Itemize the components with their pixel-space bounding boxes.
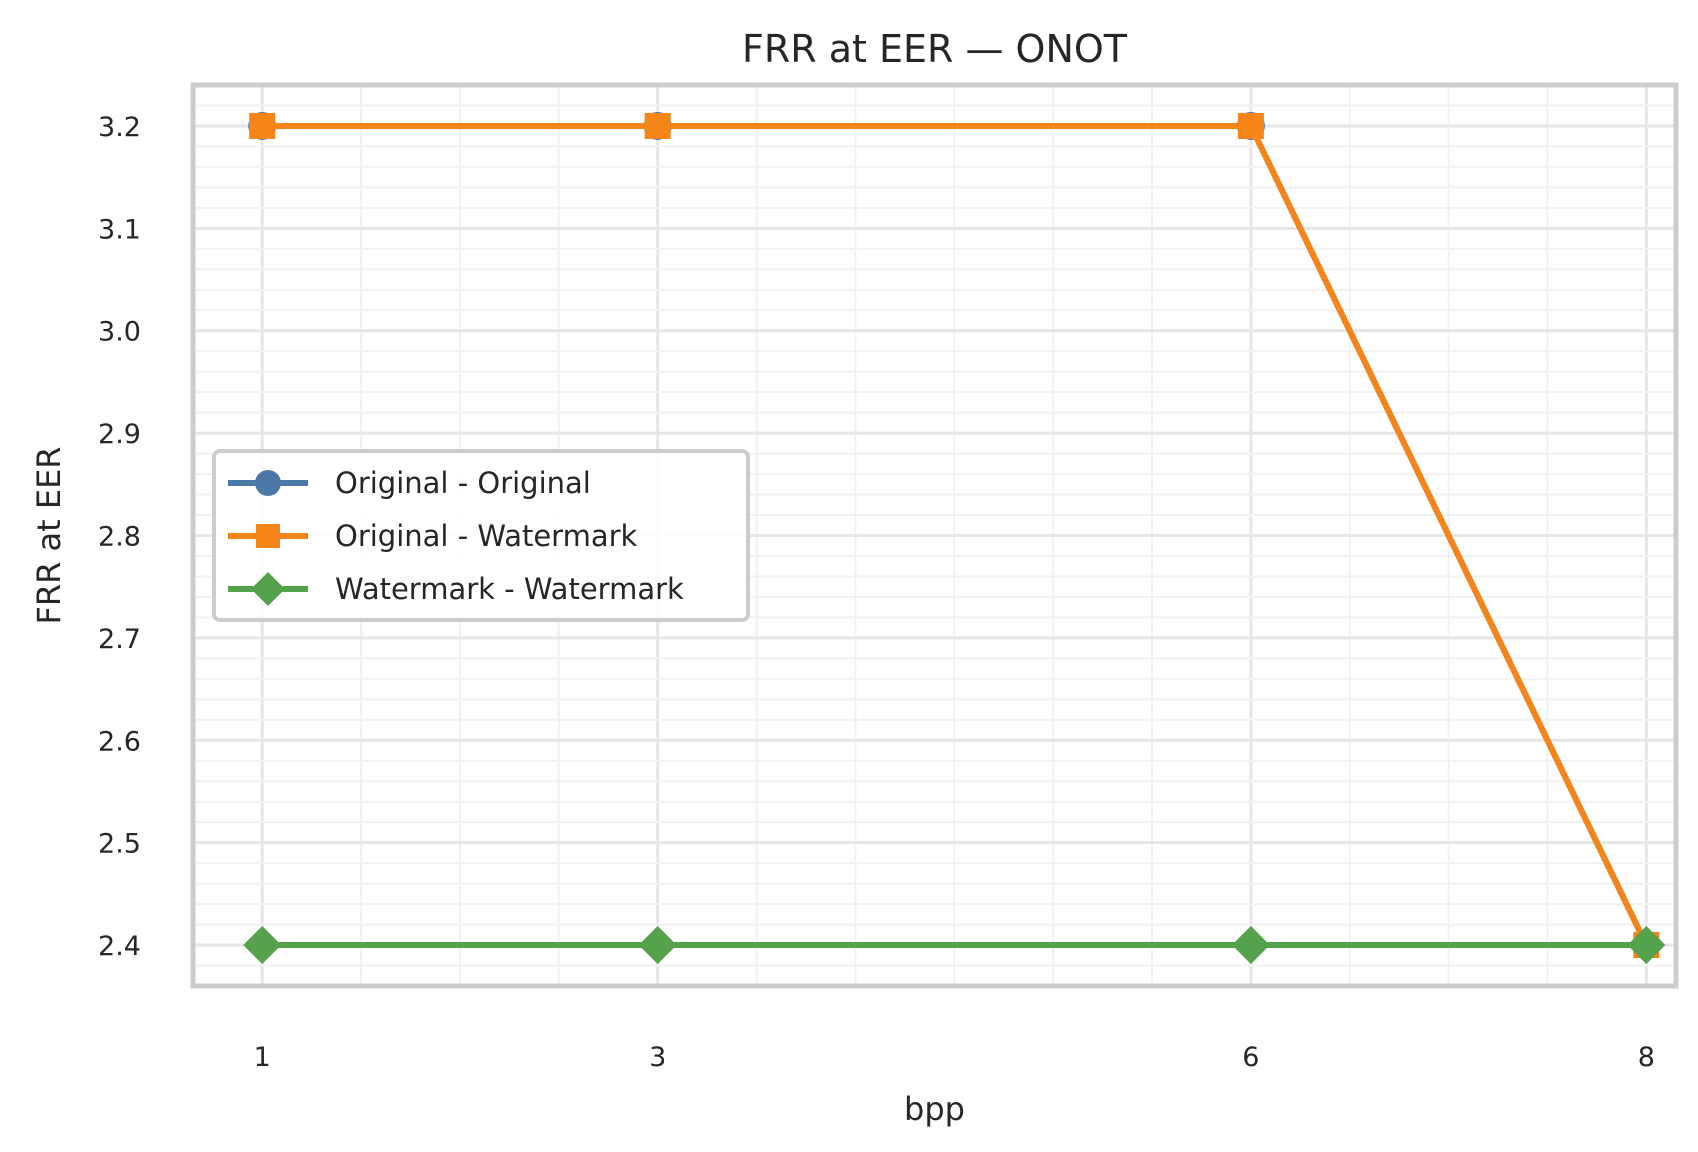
legend-label: Original - Original bbox=[335, 466, 591, 500]
legend-marker bbox=[256, 524, 280, 548]
data-point bbox=[644, 112, 671, 139]
x-axis-label: bpp bbox=[904, 1090, 965, 1128]
y-tick-label: 2.4 bbox=[98, 931, 141, 962]
legend-box bbox=[212, 449, 750, 622]
data-point bbox=[243, 926, 282, 965]
y-tick-label: 3.1 bbox=[98, 214, 141, 245]
y-tick-label: 3.2 bbox=[98, 112, 141, 143]
y-tick-label: 2.5 bbox=[98, 829, 141, 860]
series-line bbox=[262, 122, 1650, 947]
data-point bbox=[249, 112, 276, 139]
legend: Original - Original Original - Watermark W… bbox=[212, 449, 750, 622]
x-tick-label: 6 bbox=[1242, 1042, 1259, 1073]
data-point bbox=[1627, 926, 1666, 965]
plot-frame bbox=[190, 82, 1679, 989]
legend-item: Watermark - Watermark bbox=[228, 572, 684, 606]
legend-marker bbox=[251, 572, 285, 606]
legend-marker bbox=[255, 470, 281, 496]
legend-item: Original - Watermark bbox=[228, 519, 638, 553]
x-tick-label: 3 bbox=[649, 1042, 666, 1073]
y-axis-label: FRR at EER bbox=[30, 446, 68, 624]
data-point bbox=[1231, 926, 1270, 965]
legend-label: Original - Watermark bbox=[335, 519, 638, 553]
data-point bbox=[1237, 112, 1264, 139]
y-tick-label: 2.7 bbox=[98, 624, 141, 655]
data-point bbox=[638, 926, 677, 965]
y-tick-label: 2.9 bbox=[98, 419, 141, 450]
legend-item: Original - Original bbox=[228, 466, 591, 500]
x-tick-label: 8 bbox=[1638, 1042, 1655, 1073]
legend-label: Watermark - Watermark bbox=[335, 572, 684, 606]
tick-labels: 1 3 6 8 2.4 2.5 2.6 2.7 2.8 2.9 3.0 3.1 3.2 bbox=[98, 112, 1655, 1073]
y-tick-label: 3.0 bbox=[98, 317, 141, 348]
x-tick-label: 1 bbox=[254, 1042, 271, 1073]
series-layer bbox=[243, 111, 1666, 965]
series-watermark-watermark bbox=[243, 926, 1666, 965]
y-tick-label: 2.8 bbox=[98, 522, 141, 553]
chart-title: FRR at EER — ONOT bbox=[742, 27, 1128, 71]
y-tick-label: 2.6 bbox=[98, 726, 141, 757]
